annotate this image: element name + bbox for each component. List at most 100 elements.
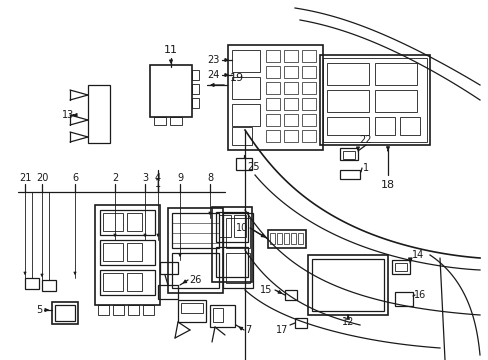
Bar [267, 230, 305, 248]
Text: 3: 3 [142, 173, 148, 183]
Bar [127, 243, 142, 261]
Bar [216, 212, 247, 242]
Bar [172, 213, 219, 248]
Text: 16: 16 [413, 290, 425, 300]
Bar [219, 215, 230, 237]
Text: 23: 23 [207, 55, 220, 65]
Bar [225, 253, 249, 283]
Bar [227, 45, 323, 150]
Bar [342, 151, 354, 159]
Bar [160, 262, 178, 274]
Text: 6: 6 [72, 173, 78, 183]
Text: 1: 1 [362, 163, 368, 173]
Text: 19: 19 [229, 73, 244, 83]
Bar [302, 98, 315, 110]
Bar [302, 82, 315, 94]
Bar [265, 66, 280, 78]
Text: 2: 2 [112, 173, 118, 183]
Bar [394, 263, 406, 271]
Bar [302, 114, 315, 126]
Bar [374, 90, 416, 112]
Bar [391, 260, 409, 274]
Bar [265, 114, 280, 126]
Bar [209, 305, 235, 327]
Text: 10: 10 [235, 223, 247, 233]
Bar [25, 278, 39, 289]
Bar [284, 50, 297, 62]
Bar [128, 305, 139, 315]
Bar [276, 233, 282, 244]
Bar [297, 233, 303, 244]
Bar [294, 318, 306, 328]
Bar [172, 253, 219, 288]
Bar [142, 305, 154, 315]
Bar [88, 85, 110, 143]
Bar [158, 285, 178, 299]
Bar [170, 117, 182, 125]
Text: 7: 7 [244, 325, 251, 335]
Text: 22: 22 [359, 135, 371, 145]
Text: 26: 26 [188, 275, 201, 285]
Bar [374, 63, 416, 85]
Text: 12: 12 [341, 317, 353, 327]
Text: 11: 11 [163, 45, 178, 55]
Bar [319, 55, 429, 145]
Bar [326, 90, 368, 112]
Bar [154, 117, 165, 125]
Bar [168, 208, 223, 293]
Bar [326, 63, 368, 85]
Bar [284, 98, 297, 110]
Bar [127, 213, 142, 231]
Bar [192, 84, 199, 94]
Bar [103, 213, 123, 231]
Bar [265, 50, 280, 62]
Text: 13: 13 [61, 110, 74, 120]
Bar [326, 117, 368, 135]
Bar [192, 70, 199, 80]
Bar [311, 259, 383, 311]
Bar [231, 77, 260, 99]
Bar [231, 50, 260, 72]
Bar [181, 303, 203, 313]
Text: 4: 4 [155, 173, 161, 183]
Bar [399, 117, 419, 135]
Text: 25: 25 [246, 162, 259, 172]
Bar [302, 66, 315, 78]
Text: 20: 20 [36, 173, 48, 183]
Bar [150, 65, 192, 117]
Bar [100, 270, 155, 295]
Text: 21: 21 [19, 173, 31, 183]
Bar [216, 247, 247, 277]
Bar [192, 98, 199, 108]
Bar [55, 305, 75, 321]
Bar [127, 273, 142, 291]
Text: 14: 14 [411, 250, 423, 260]
Text: 9: 9 [177, 173, 183, 183]
Bar [265, 130, 280, 142]
Bar [178, 300, 205, 322]
Bar [103, 243, 123, 261]
Bar [285, 290, 296, 300]
Text: 5: 5 [36, 305, 42, 315]
Bar [213, 308, 223, 322]
Text: 17: 17 [275, 325, 287, 335]
Bar [307, 255, 387, 315]
Bar [225, 218, 249, 248]
Bar [284, 82, 297, 94]
Bar [212, 207, 251, 282]
Bar [265, 98, 280, 110]
Bar [231, 127, 251, 145]
Text: 18: 18 [380, 180, 394, 190]
Bar [236, 158, 251, 170]
Bar [234, 215, 245, 237]
Bar [113, 305, 124, 315]
Bar [100, 240, 155, 265]
Bar [302, 50, 315, 62]
Bar [339, 148, 357, 160]
Bar [284, 233, 288, 244]
Bar [103, 273, 123, 291]
Bar [223, 213, 252, 288]
Bar [394, 292, 412, 306]
Bar [95, 205, 160, 305]
Text: 1: 1 [155, 179, 161, 189]
